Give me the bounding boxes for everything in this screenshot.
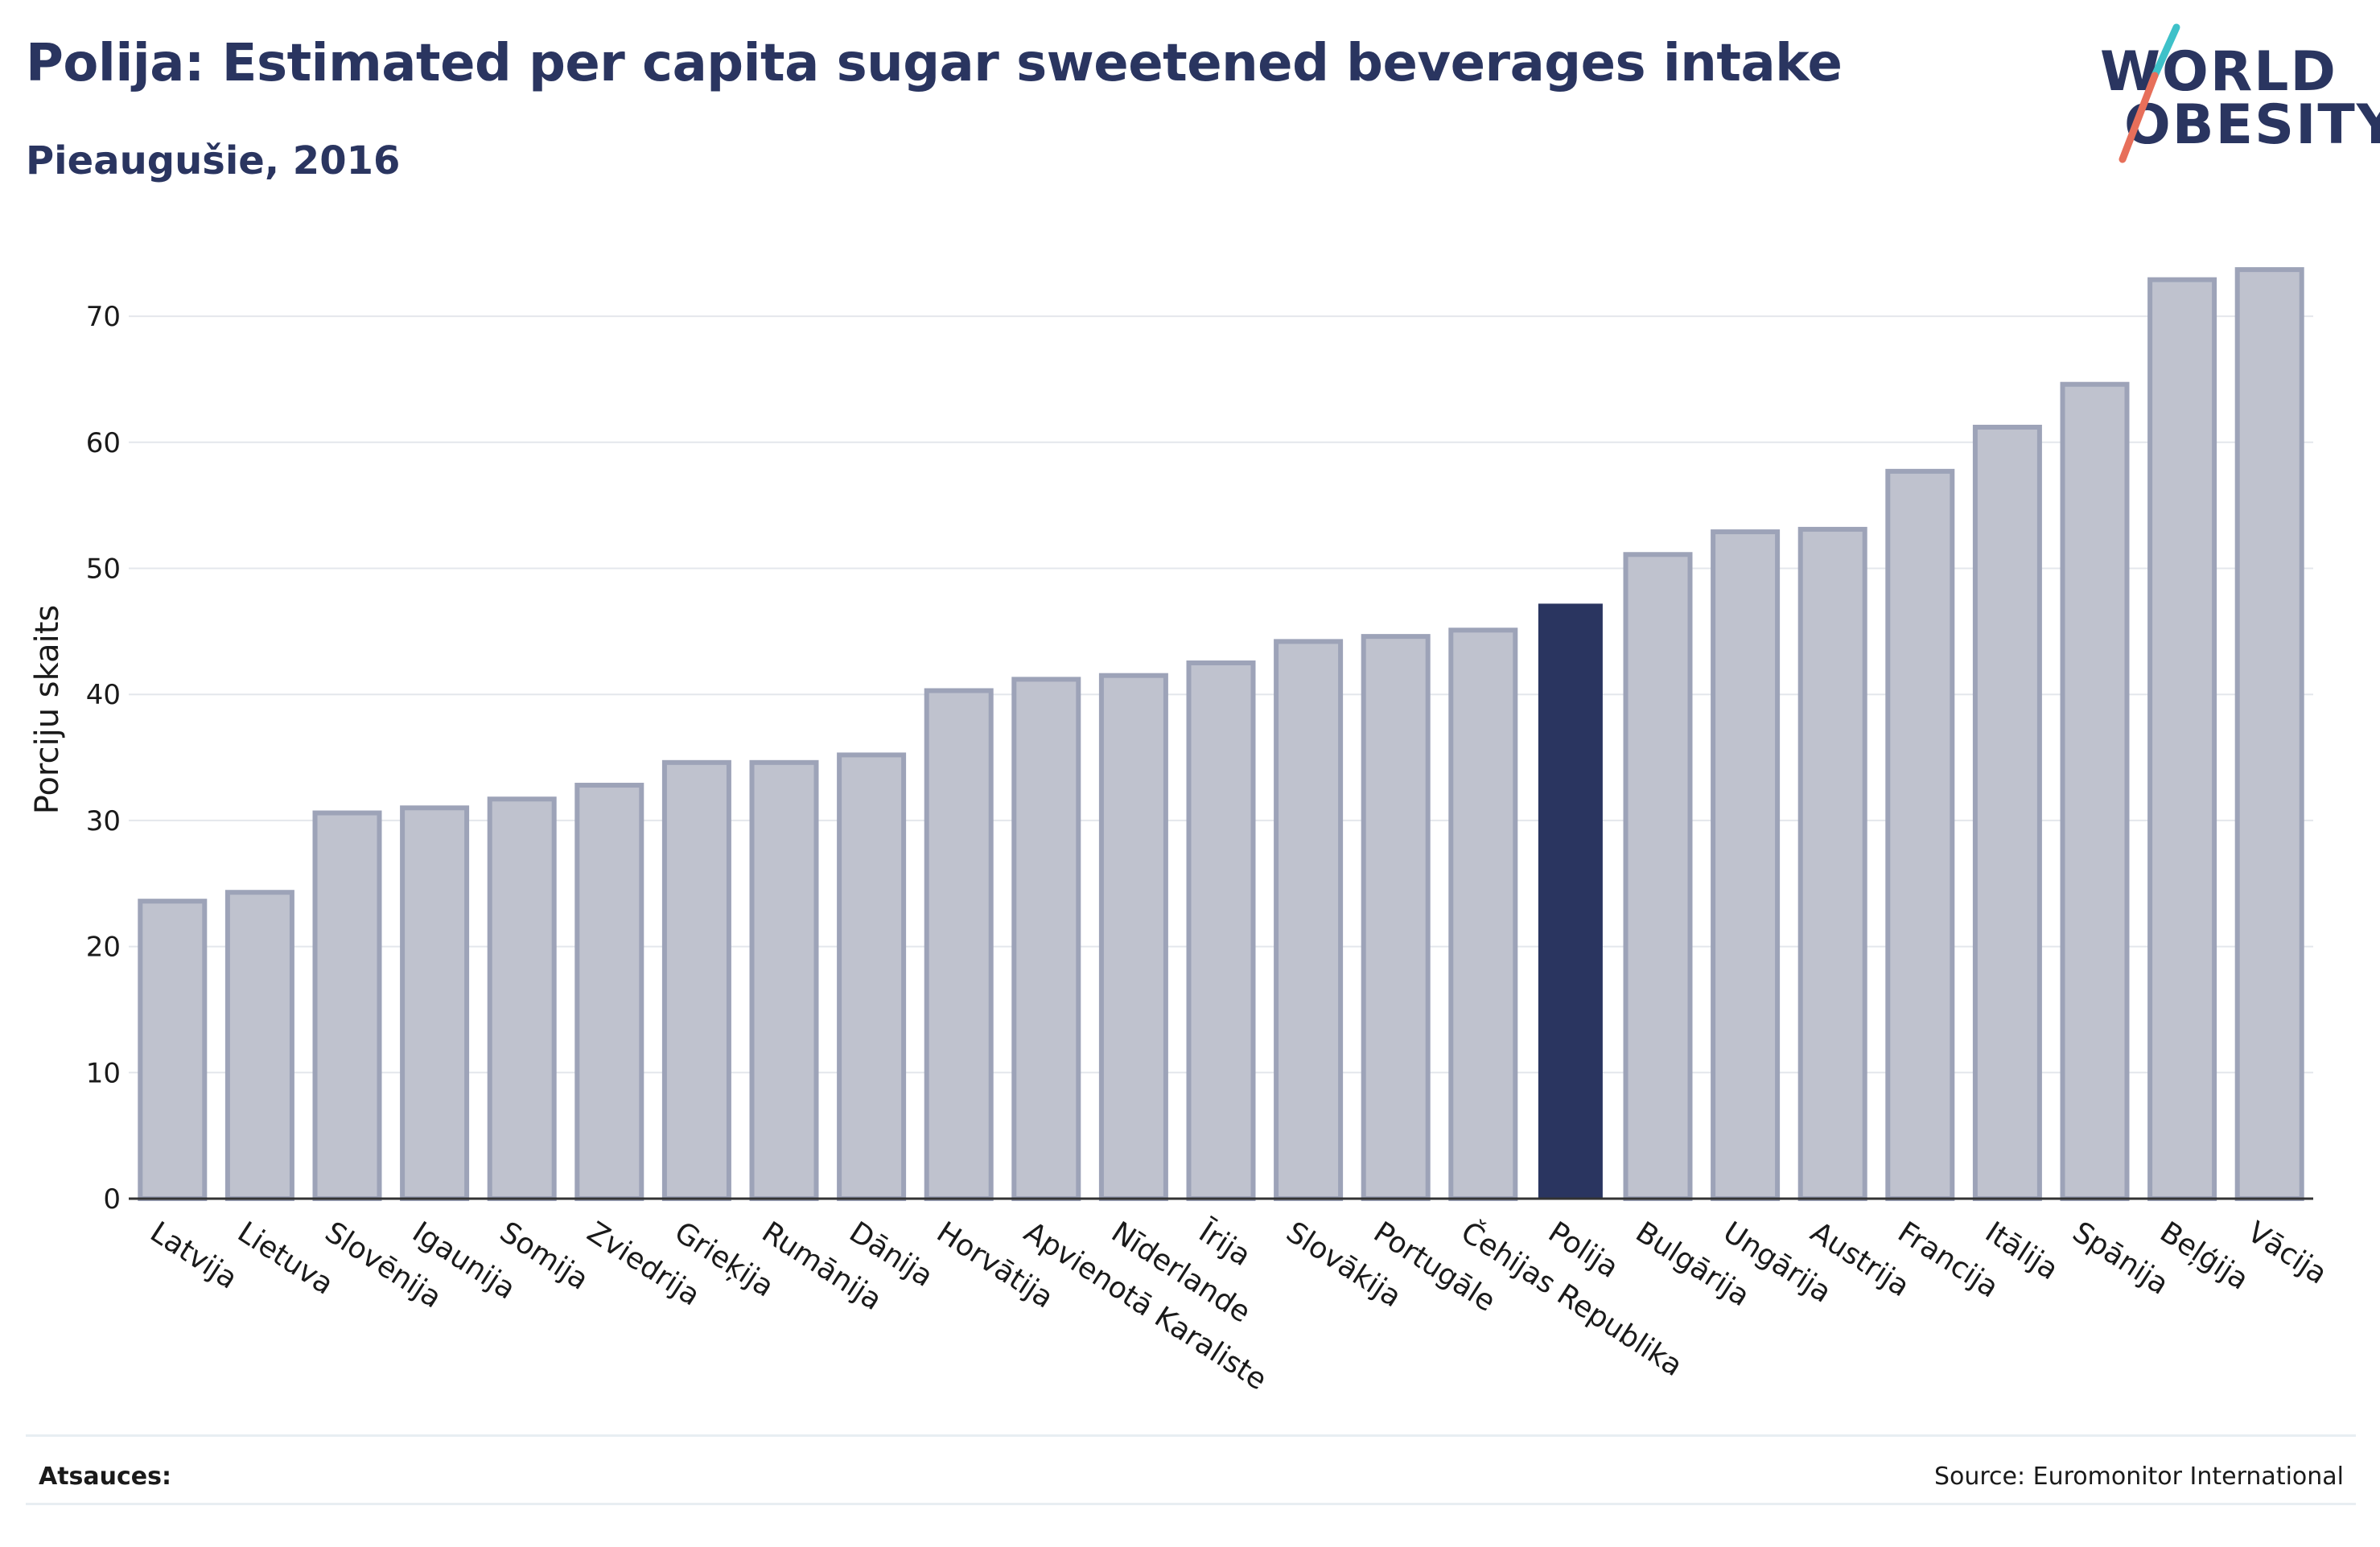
bar-22 bbox=[1972, 424, 2042, 1201]
footer-divider-bottom bbox=[26, 1503, 2356, 1505]
y-tick-label: 70 bbox=[86, 301, 121, 333]
bar-7 bbox=[661, 759, 731, 1201]
bar-13 bbox=[1186, 660, 1256, 1201]
bar-6 bbox=[574, 783, 644, 1201]
bar-16 bbox=[1448, 627, 1518, 1201]
x-tick-label: Francija bbox=[1892, 1216, 2003, 1304]
bar-15 bbox=[1361, 634, 1431, 1201]
x-tick-label: Beļģija bbox=[2154, 1216, 2254, 1297]
bar-chart: 0 10 20 30 40 50 60 70 LatvijaLietuvaSlovēnijaI… bbox=[29, 267, 2333, 1397]
chart-title: Polija: Estimated per capita sugar sweet… bbox=[26, 34, 1843, 93]
y-tick-label: 60 bbox=[86, 427, 121, 459]
y-tick-label: 30 bbox=[86, 805, 121, 837]
y-tick-label: 20 bbox=[86, 932, 121, 964]
world-obesity-logo: WORLD OBESITY bbox=[2100, 23, 2380, 167]
x-tick-label: Spānija bbox=[2067, 1216, 2175, 1302]
footer-divider-top bbox=[26, 1434, 2356, 1437]
references-label: Atsauces: bbox=[39, 1463, 171, 1491]
bar-19 bbox=[1711, 529, 1781, 1201]
bar-17 bbox=[1538, 603, 1603, 1199]
bar-11 bbox=[1011, 677, 1081, 1201]
x-tick-label: Īrija bbox=[1193, 1216, 1257, 1273]
bar-10 bbox=[924, 688, 994, 1201]
chart-subtitle: Pieaugušie, 2016 bbox=[26, 138, 401, 183]
bars bbox=[138, 267, 2304, 1202]
bar-20 bbox=[1797, 526, 1867, 1201]
bar-1 bbox=[138, 899, 208, 1201]
y-axis-ticks: 0 10 20 30 40 50 60 70 bbox=[86, 301, 121, 1216]
bar-24 bbox=[2147, 277, 2217, 1202]
y-tick-label: 40 bbox=[86, 679, 121, 711]
bar-8 bbox=[749, 759, 819, 1201]
logo-slash-icon bbox=[2119, 23, 2180, 163]
bar-14 bbox=[1274, 639, 1344, 1201]
x-tick-label: Lietuva bbox=[232, 1216, 339, 1302]
x-tick-label: Latvija bbox=[144, 1216, 243, 1296]
bar-2 bbox=[224, 890, 294, 1201]
y-tick-label: 0 bbox=[103, 1183, 121, 1216]
y-tick-label: 50 bbox=[86, 553, 121, 586]
logo-line-2: OBESITY bbox=[2124, 93, 2380, 157]
x-tick-label: Vācija bbox=[2242, 1216, 2333, 1291]
y-axis-title: Porciju skaits bbox=[29, 605, 66, 814]
bar-25 bbox=[2234, 267, 2304, 1202]
bar-12 bbox=[1098, 673, 1168, 1201]
bar-9 bbox=[837, 752, 907, 1201]
source-text: Source: Euromonitor International bbox=[1933, 1463, 2344, 1491]
bar-5 bbox=[487, 796, 557, 1201]
logo-line-1: WORLD bbox=[2100, 40, 2337, 104]
bar-21 bbox=[1885, 468, 1955, 1201]
bar-3 bbox=[312, 810, 382, 1201]
y-tick-label: 10 bbox=[86, 1057, 121, 1089]
bar-23 bbox=[2060, 381, 2130, 1201]
x-axis-labels: LatvijaLietuvaSlovēnijaIgaunijaSomijaZvi… bbox=[144, 1215, 2333, 1397]
bar-18 bbox=[1623, 552, 1693, 1201]
bar-4 bbox=[400, 805, 470, 1201]
